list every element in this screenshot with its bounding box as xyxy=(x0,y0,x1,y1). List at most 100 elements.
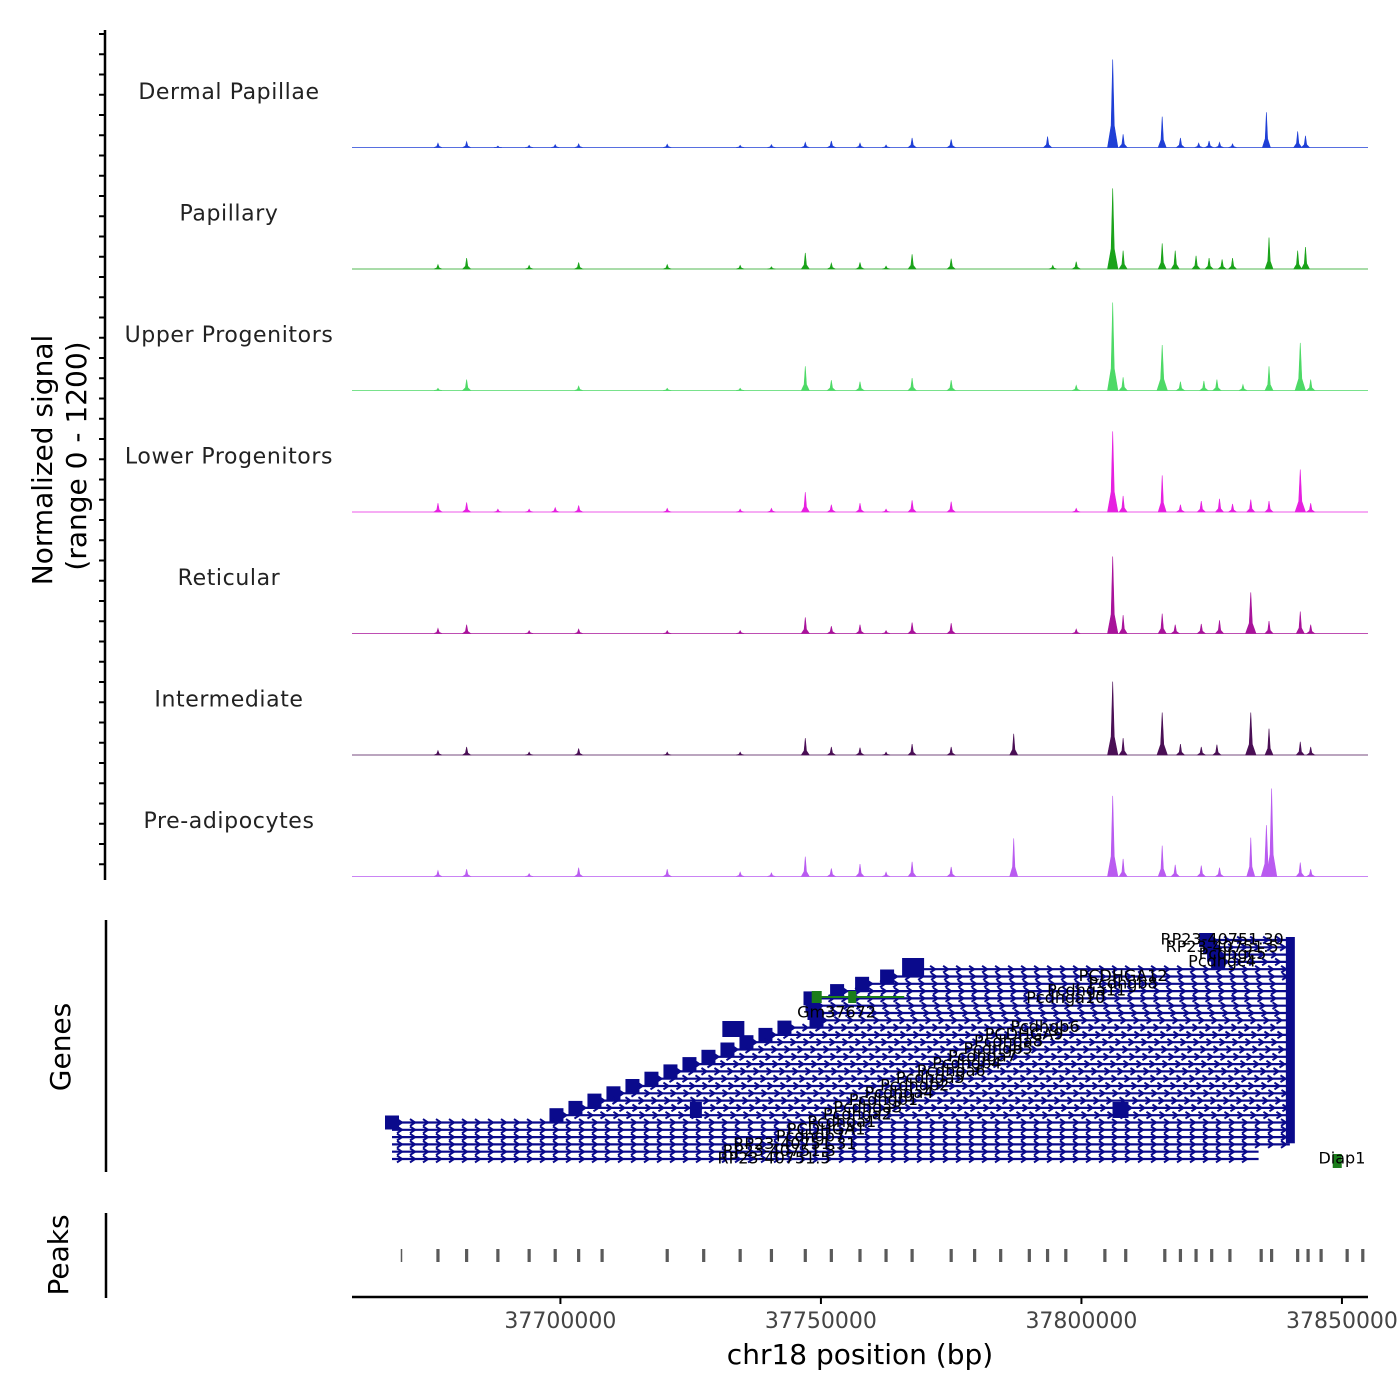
coverage-track: Lower Progenitors xyxy=(125,431,1368,513)
gene-strand-arrows xyxy=(891,972,1289,981)
track-label: Intermediate xyxy=(154,688,303,713)
coverage-track: Upper Progenitors xyxy=(125,302,1368,391)
track-label: Lower Progenitors xyxy=(125,445,333,470)
gene-exon xyxy=(587,1093,602,1108)
gene-label: Pcdhga8 xyxy=(974,1032,1043,1051)
gene-strand-arrows xyxy=(1222,957,1282,967)
gene-model xyxy=(777,1020,1290,1035)
coverage-peak xyxy=(907,377,917,391)
gene-label: PCDHGA1 xyxy=(787,1119,866,1138)
gene-strand-arrows xyxy=(712,1052,1280,1062)
coverage-peak xyxy=(800,856,810,877)
coverage-peak xyxy=(1157,243,1167,270)
gene-exon xyxy=(777,1020,792,1035)
coverage-peak xyxy=(736,629,745,634)
peak-region xyxy=(1306,1249,1310,1262)
coverage-peak xyxy=(663,263,672,270)
coverage-peak xyxy=(573,748,584,756)
coverage-peak xyxy=(1009,733,1019,756)
gene-label: Pcdhgc5 xyxy=(1199,944,1267,963)
coverage-peak xyxy=(1264,237,1274,270)
coverage-peak xyxy=(1009,838,1019,877)
gene-label: Pcdhgb4 xyxy=(932,1054,1001,1073)
peak-region xyxy=(1361,1249,1365,1262)
coverage-peak xyxy=(1294,469,1306,513)
gene-strand-arrows xyxy=(841,986,1278,996)
coverage-peak xyxy=(800,617,810,634)
gene-model xyxy=(549,1108,1290,1123)
coverage-peak xyxy=(1217,259,1227,270)
peak-region xyxy=(884,1249,888,1262)
peak-region xyxy=(436,1249,440,1262)
gene-model xyxy=(392,1132,1290,1142)
coverage-peak xyxy=(573,505,584,513)
gene-model xyxy=(663,1064,1290,1079)
gene-label: RP23-40751.31 xyxy=(733,1134,856,1153)
coverage-peak xyxy=(907,137,917,148)
coverage-peak xyxy=(800,738,810,756)
gene-exon xyxy=(644,1071,659,1086)
gene-exon xyxy=(549,1108,564,1123)
peak-region xyxy=(496,1249,500,1262)
coverage-peak xyxy=(525,264,534,270)
peak-region xyxy=(769,1249,774,1262)
coverage-peak xyxy=(461,502,472,513)
coverage-peak xyxy=(1238,383,1248,391)
peak-region xyxy=(738,1249,742,1262)
gene-exon xyxy=(830,984,845,999)
coverage-peak xyxy=(1196,746,1207,756)
coverage-peak xyxy=(1305,624,1316,634)
coverage-peak xyxy=(800,366,810,391)
coverage-peak xyxy=(907,254,917,270)
gene-label: Pcdhgb1 xyxy=(849,1090,918,1109)
coverage-peak xyxy=(826,626,837,634)
track-label: Reticular xyxy=(178,566,281,591)
gene-model xyxy=(392,1147,1259,1156)
x-tick-label: 37750000 xyxy=(765,1309,877,1334)
coverage-peak xyxy=(1293,131,1303,148)
coverage-peak xyxy=(1305,746,1316,756)
coverage-peak xyxy=(736,508,745,513)
coverage-peak xyxy=(1203,140,1215,148)
coverage-peak xyxy=(1300,246,1310,270)
gene-model xyxy=(701,1049,1290,1064)
track-label: Dermal Papillae xyxy=(138,80,319,105)
gene-strand-arrows xyxy=(579,1103,1290,1113)
genes-title: Genes xyxy=(44,1003,77,1091)
peaks-track xyxy=(104,1213,1365,1298)
coverage-peak xyxy=(1305,869,1316,877)
x-tick-label: 37800000 xyxy=(1025,1309,1137,1334)
coverage-peak xyxy=(1042,136,1053,148)
coverage-peak xyxy=(736,264,745,270)
coverage-peak xyxy=(461,869,472,877)
coverage-peak xyxy=(1264,728,1274,756)
peak-region xyxy=(973,1249,977,1262)
peak-region xyxy=(1296,1249,1300,1262)
coverage-peak xyxy=(1196,500,1207,513)
peak-region xyxy=(1228,1249,1232,1262)
coverage-peak xyxy=(800,252,810,270)
gene-label: Pcdhga7 xyxy=(948,1046,1017,1065)
coverage-peak xyxy=(854,262,866,270)
coverage-peak xyxy=(1107,302,1119,391)
coverage-peak xyxy=(573,262,584,270)
gene-model xyxy=(392,1140,1290,1149)
coverage-peak xyxy=(1107,795,1119,877)
peak-region xyxy=(1045,1249,1050,1262)
coverage-track: Dermal Papillae xyxy=(138,59,1368,148)
coverage-peak xyxy=(946,866,956,877)
coverage-peak xyxy=(767,507,776,513)
coverage-peak xyxy=(855,863,865,877)
gene-exon-minus xyxy=(811,991,822,1003)
gene-exon xyxy=(701,1049,716,1064)
coverage-peak xyxy=(855,142,865,148)
coverage-peak xyxy=(1072,507,1081,513)
coverage-peak xyxy=(1048,264,1057,270)
coverage-peak xyxy=(1196,865,1207,877)
coverage-track: Papillary xyxy=(179,188,1368,270)
gene-label: Pcdhgb8 xyxy=(1089,973,1158,992)
coverage-peak xyxy=(1295,741,1305,756)
coverage-peak xyxy=(663,143,672,148)
peak-region xyxy=(1103,1249,1107,1262)
